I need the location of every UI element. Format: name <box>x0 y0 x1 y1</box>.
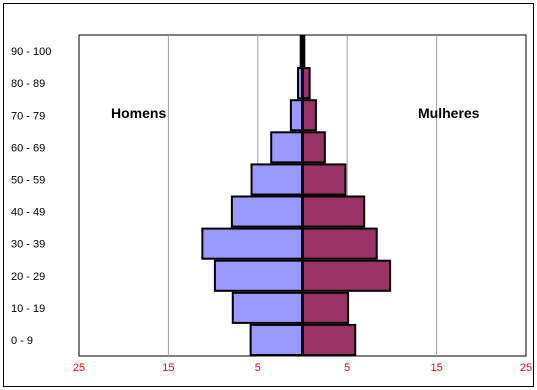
bar-mulheres <box>301 131 326 164</box>
bar-homens <box>270 131 304 164</box>
series-label-mulheres: Mulheres <box>418 105 480 121</box>
bar-homens <box>231 291 304 324</box>
bar-mulheres <box>301 259 392 292</box>
x-tick-label: 25 <box>520 362 532 374</box>
bar-homens <box>201 227 304 260</box>
bar-mulheres <box>301 195 366 228</box>
bar-homens <box>230 195 304 228</box>
bar-mulheres <box>301 291 350 324</box>
bar-mulheres <box>301 163 347 196</box>
bar-homens <box>249 323 304 356</box>
y-tick-label: 60 - 69 <box>11 142 45 154</box>
x-tick-label: 15 <box>430 362 442 374</box>
bar-homens <box>213 259 304 292</box>
y-tick-label: 0 - 9 <box>11 335 33 347</box>
x-tick-label: 25 <box>73 362 85 374</box>
bar-mulheres <box>301 99 317 132</box>
bar-homens <box>250 163 304 196</box>
x-tick-label: 5 <box>255 362 261 374</box>
bar-mulheres <box>301 323 357 356</box>
y-tick-label: 10 - 19 <box>11 303 45 315</box>
x-tick-label: 15 <box>162 362 174 374</box>
bar-mulheres <box>301 227 378 260</box>
y-tick-label: 30 - 39 <box>11 239 45 251</box>
y-tick-label: 80 - 89 <box>11 78 45 90</box>
x-tick-label: 5 <box>344 362 350 374</box>
bar-homens <box>289 99 304 132</box>
y-tick-label: 20 - 29 <box>11 271 45 283</box>
y-tick-label: 90 - 100 <box>11 46 51 58</box>
y-tick-label: 70 - 79 <box>11 110 45 122</box>
series-label-homens: Homens <box>111 105 166 121</box>
y-tick-label: 50 - 59 <box>11 174 45 186</box>
y-tick-label: 40 - 49 <box>11 207 45 219</box>
